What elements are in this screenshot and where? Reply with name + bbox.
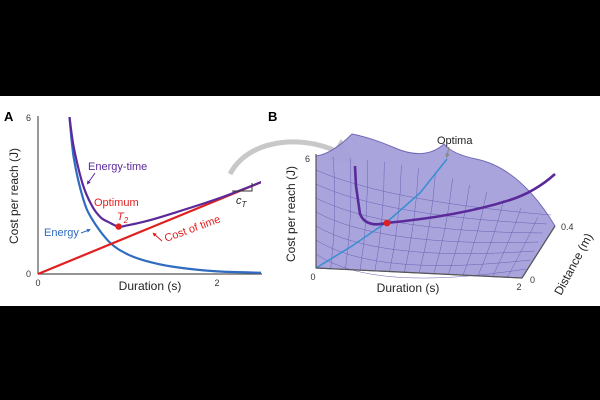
- surface-mesh: [315, 156, 551, 279]
- energy-time-label: Energy-time: [88, 161, 147, 173]
- surface-mesh-line: [462, 191, 487, 276]
- surface-mesh-line: [315, 253, 527, 279]
- cost-surface: [315, 133, 556, 279]
- surface-mesh-line: [404, 168, 419, 273]
- surface-mesh-line: [315, 169, 551, 216]
- optimum-label: Optimum: [94, 197, 139, 209]
- a-xtick-2: 2: [214, 278, 219, 288]
- a-ytick-6: 6: [26, 113, 31, 123]
- panel-b: B 6 0 2 0 0.4 Duration (s) Cost per reac…: [268, 109, 596, 297]
- a-xtick-0: 0: [35, 278, 40, 288]
- connector-arrow: [227, 138, 356, 176]
- energy-curve: [68, 117, 261, 274]
- cost-of-time-pointer: [152, 232, 163, 242]
- energy-label: Energy: [44, 227, 79, 239]
- surface-mesh-line: [330, 156, 336, 269]
- b-xtick-0: 0: [310, 272, 315, 282]
- surface-mesh-line: [315, 183, 547, 225]
- optima-label: Optima: [437, 135, 473, 147]
- a-x-axis-label: Duration (s): [119, 279, 182, 293]
- ct-symbol: c: [236, 195, 242, 207]
- b-z-axis: [521, 225, 556, 279]
- energy-time-pointer: [86, 172, 96, 185]
- surface-mesh-line: [418, 172, 436, 274]
- panel-a: A 6 0 0 2 Duration (s) Cost per reach (J…: [4, 109, 262, 293]
- surface-mesh-line: [315, 225, 535, 254]
- b-x-axis-label: Duration (s): [377, 281, 440, 295]
- energy-time-curve: [68, 117, 261, 228]
- optima-pointer: [445, 146, 450, 159]
- t2-label: T2: [117, 211, 129, 225]
- b-xtick-2: 2: [516, 282, 521, 292]
- energy-time-slice-upper: [353, 165, 358, 187]
- surface-mesh-line: [315, 239, 531, 266]
- surface-mesh-line: [315, 211, 539, 243]
- surface-mesh-line: [477, 199, 505, 276]
- surface-optimum-point: [383, 219, 391, 227]
- b-y-axis-label: Cost per reach (J): [284, 166, 298, 262]
- b-ztick-0: 0: [530, 275, 535, 285]
- surface-mesh-line: [448, 184, 470, 275]
- surface-mesh-line: [345, 158, 352, 270]
- b-ytick-6: 6: [305, 154, 310, 164]
- b-x-axis: [315, 267, 523, 279]
- ct-subscript: T: [242, 200, 248, 209]
- b-ztick-04: 0.4: [561, 222, 574, 232]
- surface-mesh-line: [374, 161, 385, 271]
- ct-slope-bracket: [232, 183, 253, 192]
- a-y-axis-label: Cost per reach (J): [7, 148, 21, 244]
- energy-time-slice: [354, 173, 556, 226]
- energy-pointer: [80, 228, 91, 234]
- figure: A 6 0 0 2 Duration (s) Cost per reach (J…: [0, 96, 600, 306]
- t2-symbol: T: [117, 211, 125, 223]
- panel-b-letter: B: [268, 109, 277, 124]
- panel-a-letter: A: [4, 109, 14, 124]
- t2-subscript: 2: [123, 216, 129, 225]
- optimum-point: [115, 223, 122, 230]
- surface-mesh-line: [315, 197, 543, 234]
- figure-svg: A 6 0 0 2 Duration (s) Cost per reach (J…: [4, 109, 596, 297]
- surface-mesh-line: [389, 164, 402, 272]
- b-z-axis-label: Distance (m): [551, 231, 595, 298]
- a-ytick-0: 0: [26, 269, 31, 279]
- ct-label: cT: [236, 195, 248, 209]
